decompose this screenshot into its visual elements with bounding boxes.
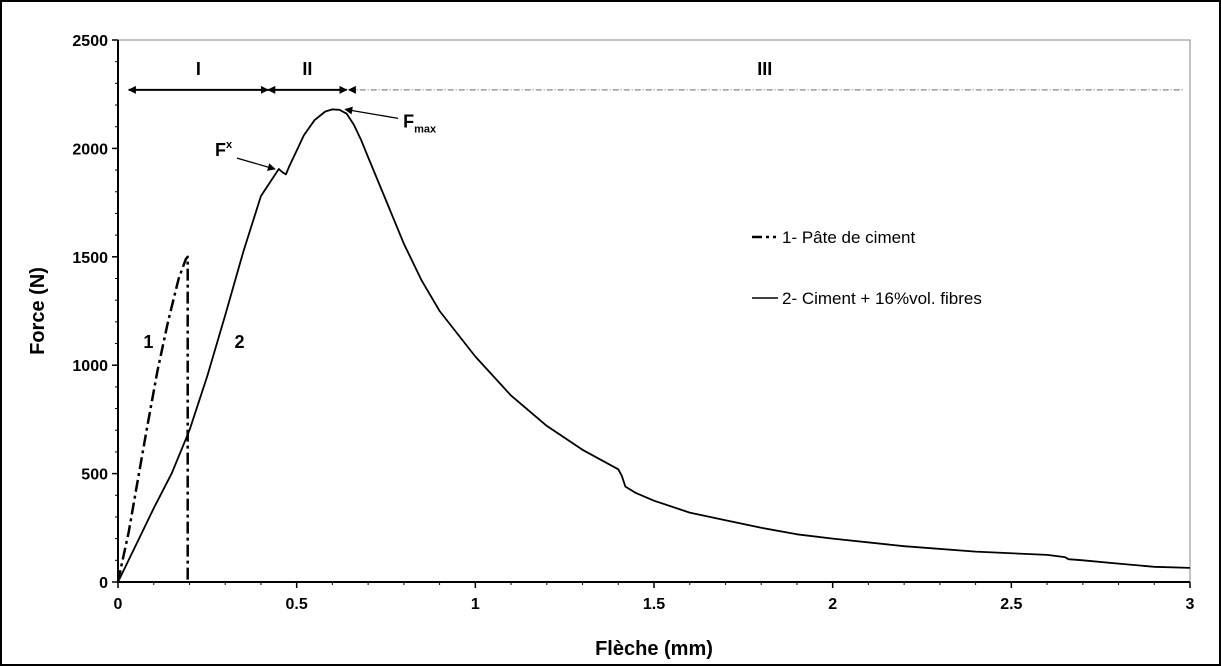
y-tick-label: 1000 <box>72 358 108 375</box>
series-line-2 <box>117 108 1191 583</box>
curve-label-2: 2 <box>234 332 244 352</box>
y-tick-label: 2000 <box>72 141 108 158</box>
x-tick-label: 0.5 <box>286 596 308 613</box>
fmax-label: Fmax <box>403 111 437 135</box>
region-label-III: III <box>757 59 772 79</box>
y-tick-label: 500 <box>81 467 108 484</box>
fx-arrow <box>236 157 276 171</box>
legend: 1- Pâte de ciment 2- Ciment + 16%vol. fi… <box>752 228 982 308</box>
legend-label-1: 1- Pâte de ciment <box>782 228 916 247</box>
fmax-label-sub: max <box>414 123 437 135</box>
region-label-I: I <box>196 59 201 79</box>
fx-label-main: F <box>215 140 226 160</box>
y-axis-title: Force (N) <box>27 267 49 355</box>
x-tick-label: 0 <box>114 596 123 613</box>
x-tick-label: 2 <box>828 596 837 613</box>
x-tick-label: 2.5 <box>1000 596 1022 613</box>
fmax-label-main: F <box>403 111 414 131</box>
series-layer <box>116 108 1191 583</box>
curve-label-1: 1 <box>143 332 153 352</box>
fx-label: Fx <box>215 139 233 160</box>
axes: 0 0.5 1 1.5 2 2.5 3 0 500 1000 1500 2000 2500 <box>72 33 1194 613</box>
region-annotations: I II III <box>127 59 1183 94</box>
region-label-II: II <box>302 59 312 79</box>
fmax-arrow <box>344 106 399 120</box>
x-tick-label: 1.5 <box>643 596 665 613</box>
x-tick-label: 3 <box>1186 596 1195 613</box>
series-line-1 <box>116 255 189 583</box>
fx-label-sup: x <box>226 139 233 151</box>
x-tick-label: 1 <box>471 596 480 613</box>
y-tick-label: 2500 <box>72 33 108 50</box>
x-axis-title: Flèche (mm) <box>595 638 713 660</box>
y-tick-label: 0 <box>99 575 108 592</box>
y-tick-label: 1500 <box>72 250 108 267</box>
legend-label-2: 2- Ciment + 16%vol. fibres <box>782 289 982 308</box>
